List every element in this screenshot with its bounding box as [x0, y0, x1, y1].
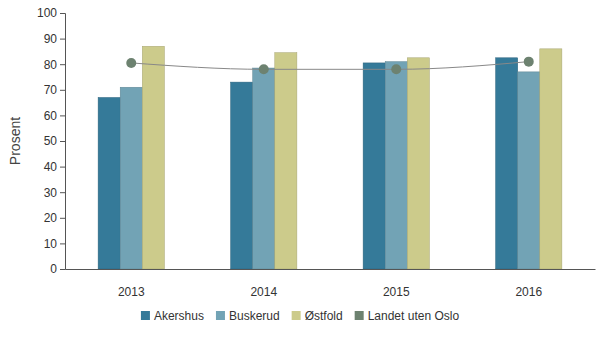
legend-label: Landet uten Oslo — [368, 309, 460, 323]
bar — [98, 97, 120, 269]
legend-item: Østfold — [292, 309, 343, 323]
marker — [126, 58, 136, 68]
y-tick: 20 — [44, 211, 65, 225]
legend-label: Buskerud — [229, 309, 280, 323]
y-tick: 10 — [44, 237, 65, 251]
x-tick: 2013 — [118, 269, 145, 299]
y-tick-mark — [60, 192, 65, 193]
chart: 0 10 20 30 40 50 60 70 80 90 100 2013 2014 2015 2016 Pr… — [0, 0, 600, 338]
y-tick-mark — [60, 64, 65, 65]
y-tick-label: 90 — [44, 32, 58, 46]
bar — [496, 58, 518, 269]
y-tick: 40 — [44, 160, 65, 174]
bar — [363, 63, 385, 269]
y-tick-label: 100 — [37, 6, 57, 20]
legend-item: Akershus — [141, 309, 204, 323]
y-tick-mark — [60, 90, 65, 91]
y-tick-mark — [60, 269, 65, 270]
legend: Akershus Buskerud Østfold Landet uten Oslo — [141, 309, 459, 323]
markers — [126, 57, 534, 75]
y-tick-label: 0 — [50, 262, 57, 276]
y-axis-title: Prosent — [7, 117, 23, 165]
y-tick-mark — [60, 39, 65, 40]
y-tick: 100 — [37, 6, 65, 20]
y-tick: 80 — [44, 58, 65, 72]
bar — [120, 87, 142, 269]
legend-swatch — [216, 311, 225, 320]
y-tick-mark — [60, 167, 65, 168]
x-axis: 2013 2014 2015 2016 — [66, 269, 596, 299]
y-tick-mark — [60, 243, 65, 244]
y-tick-mark — [60, 115, 65, 116]
y-tick: 90 — [44, 32, 65, 46]
marker — [524, 57, 534, 67]
bar — [142, 46, 164, 269]
y-tick-label: 40 — [44, 160, 58, 174]
y-tick-label: 60 — [44, 109, 58, 123]
line — [131, 62, 529, 70]
marker — [391, 64, 401, 74]
y-tick: 50 — [44, 134, 65, 148]
legend-swatch — [292, 311, 301, 320]
y-tick-label: 30 — [44, 186, 58, 200]
x-tick-label: 2015 — [383, 285, 410, 299]
legend-swatch — [355, 311, 364, 320]
x-tick-label: 2016 — [515, 285, 542, 299]
marker — [259, 64, 269, 74]
bar — [253, 68, 275, 269]
y-tick: 60 — [44, 109, 65, 123]
x-tick: 2014 — [250, 269, 277, 299]
x-tick: 2015 — [383, 269, 410, 299]
y-tick-label: 50 — [44, 134, 58, 148]
y-tick: 70 — [44, 83, 65, 97]
bar — [518, 72, 540, 269]
plot: 0 10 20 30 40 50 60 70 80 90 100 2013 2014 2015 2016 — [37, 6, 596, 298]
marks — [98, 46, 562, 269]
legend-label: Akershus — [154, 309, 204, 323]
y-axis-line — [60, 14, 66, 270]
y-tick-label: 20 — [44, 211, 58, 225]
legend-item: Buskerud — [216, 309, 280, 323]
y-tick-mark — [60, 13, 65, 14]
bar — [275, 53, 297, 269]
bar — [407, 58, 429, 269]
y-tick-label: 70 — [44, 83, 58, 97]
y-tick: 30 — [44, 186, 65, 200]
y-tick-mark — [60, 141, 65, 142]
y-tick-label: 10 — [44, 237, 58, 251]
bar — [231, 82, 253, 269]
bar — [385, 62, 407, 269]
legend-item: Landet uten Oslo — [355, 309, 460, 323]
x-tick: 2016 — [515, 269, 542, 299]
y-tick-mark — [60, 218, 65, 219]
bar-series — [142, 46, 562, 269]
bar — [540, 49, 562, 269]
bar-series — [120, 62, 540, 269]
x-tick-label: 2013 — [118, 285, 145, 299]
legend-label: Østfold — [305, 309, 343, 323]
legend-swatch — [141, 311, 150, 320]
x-axis-line — [66, 269, 596, 270]
y-tick-label: 80 — [44, 58, 58, 72]
y-axis: 0 10 20 30 40 50 60 70 80 90 100 — [37, 6, 66, 276]
y-tick: 0 — [50, 262, 65, 276]
x-tick-label: 2014 — [250, 285, 277, 299]
